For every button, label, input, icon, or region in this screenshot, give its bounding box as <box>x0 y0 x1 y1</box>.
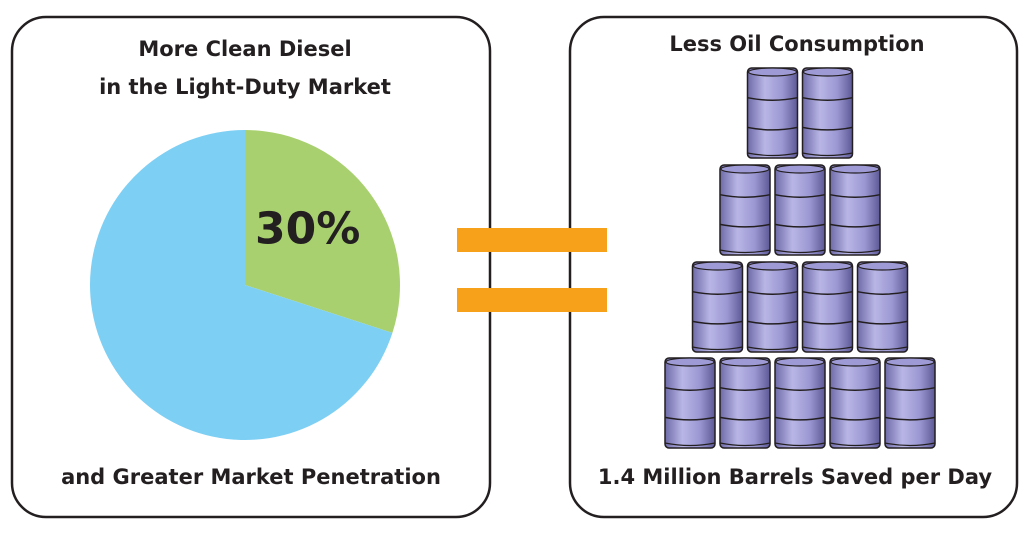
right-caption: 1.4 Million Barrels Saved per Day <box>598 465 993 489</box>
slice-label: 30% <box>255 203 360 254</box>
barrel-body <box>665 358 715 448</box>
barrel <box>775 165 825 255</box>
barrel-body <box>803 68 853 158</box>
pie: 30% <box>90 130 400 440</box>
barrel-body <box>830 165 880 255</box>
infographic: More Clean Diesel in the Light-Duty Mark… <box>0 0 1029 529</box>
barrel-top <box>804 68 852 76</box>
right-title: Less Oil Consumption <box>669 32 924 56</box>
left-title: in the Light-Duty Market <box>99 75 391 99</box>
equals-bar <box>457 288 607 312</box>
barrel-top <box>831 358 879 366</box>
barrel-top <box>831 165 879 173</box>
barrel <box>693 262 743 352</box>
barrel-body <box>720 165 770 255</box>
barrel <box>720 165 770 255</box>
barrel <box>830 358 880 448</box>
barrel-body <box>720 358 770 448</box>
barrel-body <box>775 358 825 448</box>
barrel-body <box>748 262 798 352</box>
barrel <box>830 165 880 255</box>
barrel-body <box>775 165 825 255</box>
barrel-top <box>776 358 824 366</box>
barrel-top <box>804 262 852 270</box>
left-title: More Clean Diesel <box>138 37 351 61</box>
equals-bar <box>457 228 607 252</box>
barrel <box>803 68 853 158</box>
barrel-body <box>858 262 908 352</box>
left-caption: and Greater Market Penetration <box>61 465 441 489</box>
barrel <box>748 262 798 352</box>
barrel-body <box>803 262 853 352</box>
barrel-body <box>693 262 743 352</box>
barrel <box>665 358 715 448</box>
barrel <box>748 68 798 158</box>
barrel-top <box>721 165 769 173</box>
barrel <box>858 262 908 352</box>
barrel <box>885 358 935 448</box>
barrel <box>803 262 853 352</box>
barrel <box>720 358 770 448</box>
barrel-body <box>748 68 798 158</box>
barrel-top <box>694 262 742 270</box>
barrel <box>775 358 825 448</box>
barrel-top <box>859 262 907 270</box>
barrel-top <box>749 262 797 270</box>
barrel-top <box>886 358 934 366</box>
barrel-body <box>830 358 880 448</box>
barrel-top <box>721 358 769 366</box>
barrel-top <box>749 68 797 76</box>
barrel-top <box>666 358 714 366</box>
barrel-top <box>776 165 824 173</box>
barrel-body <box>885 358 935 448</box>
